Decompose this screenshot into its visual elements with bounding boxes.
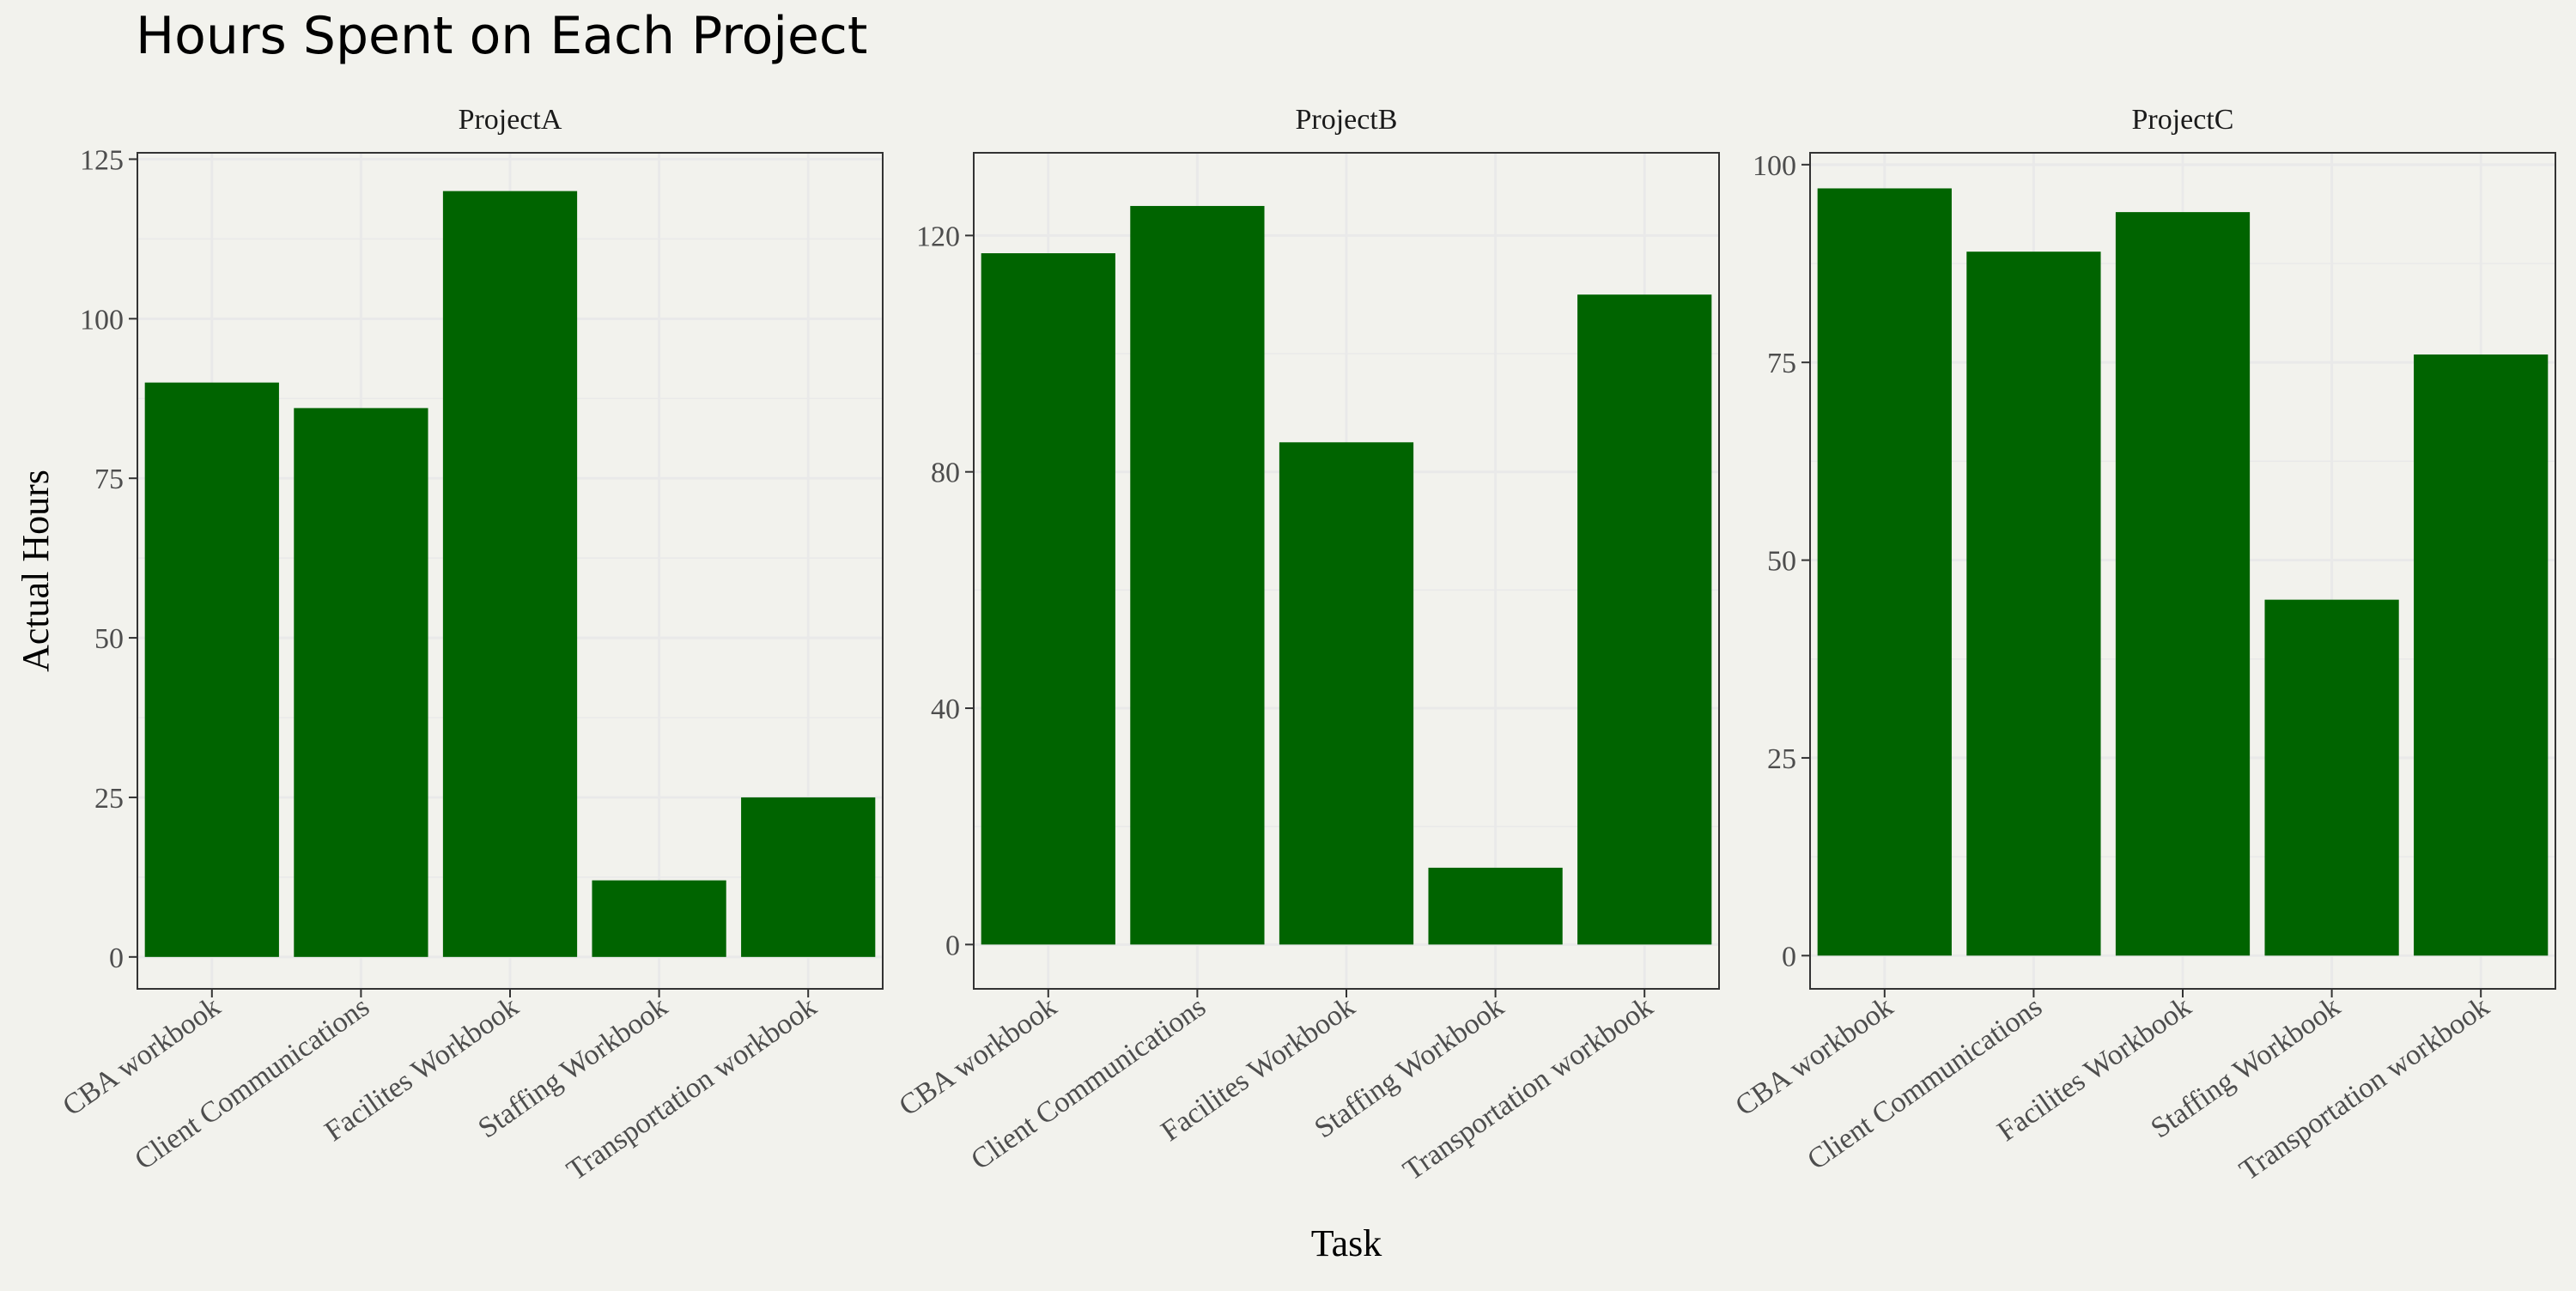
- y-tick-label: 50: [94, 623, 124, 655]
- y-tick-label: 75: [1767, 348, 1796, 379]
- bar-ProjectB-1: [1130, 205, 1265, 945]
- y-tick-label: 25: [94, 783, 124, 815]
- bar-ProjectC-3: [2264, 599, 2399, 956]
- panel-strip-label: ProjectA: [459, 104, 562, 136]
- bar-ProjectA-0: [144, 382, 279, 957]
- panel-strip-label: ProjectB: [1296, 104, 1398, 136]
- y-tick-label: 120: [916, 221, 960, 252]
- bar-ProjectB-3: [1428, 867, 1563, 945]
- x-axis-title: Task: [1311, 1222, 1382, 1264]
- y-tick-label: 100: [1753, 150, 1796, 182]
- y-tick-label: 40: [931, 694, 960, 725]
- y-tick-label: 0: [1782, 941, 1796, 973]
- chart-title: Hours Spent on Each Project: [136, 6, 867, 66]
- y-tick-label: 75: [94, 464, 124, 495]
- x-tick-label: Transportation workbook: [2234, 991, 2495, 1186]
- y-tick-label: 80: [931, 458, 960, 489]
- x-tick-label: Transportation workbook: [562, 991, 823, 1186]
- bar-ProjectC-2: [2115, 212, 2251, 956]
- y-tick-label: 25: [1767, 743, 1796, 775]
- bar-ProjectA-1: [294, 408, 428, 957]
- bar-ProjectA-2: [442, 191, 578, 957]
- y-tick-label: 100: [80, 304, 124, 336]
- bar-ProjectC-1: [1966, 252, 2101, 956]
- y-tick-label: 0: [945, 930, 960, 961]
- y-axis-title: Actual Hours: [15, 470, 57, 672]
- x-tick-label: Transportation workbook: [1398, 991, 1659, 1186]
- bar-ProjectB-4: [1577, 294, 1712, 945]
- y-tick-label: 0: [109, 942, 124, 974]
- panel-strip-label: ProjectC: [2132, 104, 2234, 136]
- y-tick-label: 125: [80, 144, 124, 176]
- bar-ProjectC-4: [2414, 354, 2549, 956]
- y-tick-label: 50: [1767, 546, 1796, 578]
- bar-ProjectB-0: [981, 253, 1115, 945]
- x-tick-label: Client Communications: [1801, 991, 2048, 1176]
- bar-ProjectA-4: [741, 797, 876, 957]
- bar-ProjectB-2: [1279, 442, 1414, 945]
- bar-ProjectA-3: [592, 880, 726, 957]
- x-tick-label: Client Communications: [129, 991, 375, 1176]
- bar-ProjectC-0: [1817, 188, 1952, 956]
- x-tick-label: Client Communications: [965, 991, 1212, 1176]
